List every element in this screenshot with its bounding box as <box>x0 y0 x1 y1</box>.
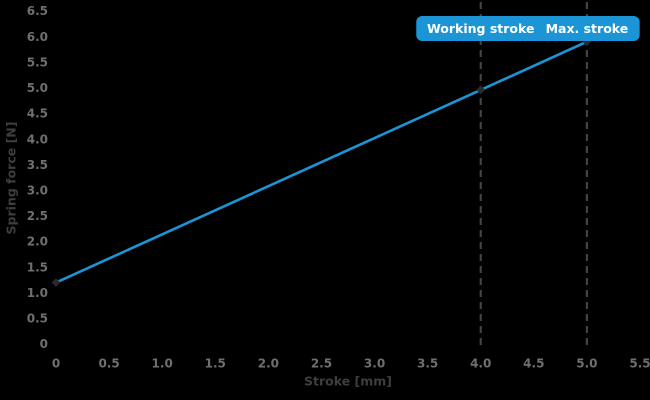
data-point-marker <box>51 278 61 287</box>
max-stroke-badge: Max. stroke <box>534 16 640 41</box>
x-axis-title: Stroke [mm] <box>303 373 393 389</box>
y-tick-label: 4.5 <box>27 107 48 121</box>
x-tick-label: 0.5 <box>98 357 119 371</box>
x-tick-label: 1.5 <box>205 357 226 371</box>
spring-force-line <box>54 40 589 284</box>
y-tick-label: 6.0 <box>27 30 48 44</box>
x-tick-label: 4.5 <box>523 357 544 371</box>
y-tick-label: 3.5 <box>27 158 48 172</box>
x-tick-label: 2.5 <box>311 357 332 371</box>
x-tick-label: 4.0 <box>470 357 491 371</box>
x-tick-label: 1.0 <box>152 357 173 371</box>
x-tick-label: 5.5 <box>629 357 650 371</box>
y-tick-label: 3.0 <box>27 184 48 198</box>
y-axis-title: Spring force [N] <box>3 121 19 235</box>
y-tick-label: 5.5 <box>27 55 48 69</box>
x-tick-label: 2.0 <box>258 357 279 371</box>
y-tick-label: 5.0 <box>27 81 48 95</box>
y-tick-label: 6.5 <box>27 4 48 18</box>
y-tick-label: 4.0 <box>27 132 48 146</box>
working-stroke-badge: Working stroke <box>415 16 546 41</box>
x-tick-label: 5.0 <box>576 357 597 371</box>
y-tick-label: 1.0 <box>27 286 48 300</box>
data-point-marker <box>476 85 486 95</box>
x-tick-label: 3.0 <box>364 357 385 371</box>
x-tick-label: 0 <box>52 357 60 371</box>
y-tick-label: 0 <box>40 337 48 351</box>
x-tick-label: 3.5 <box>417 357 438 371</box>
y-tick-label: 1.5 <box>27 260 48 274</box>
y-tick-label: 2.0 <box>27 235 48 249</box>
y-tick-label: 2.5 <box>27 209 48 223</box>
y-tick-label: 0.5 <box>27 312 48 326</box>
